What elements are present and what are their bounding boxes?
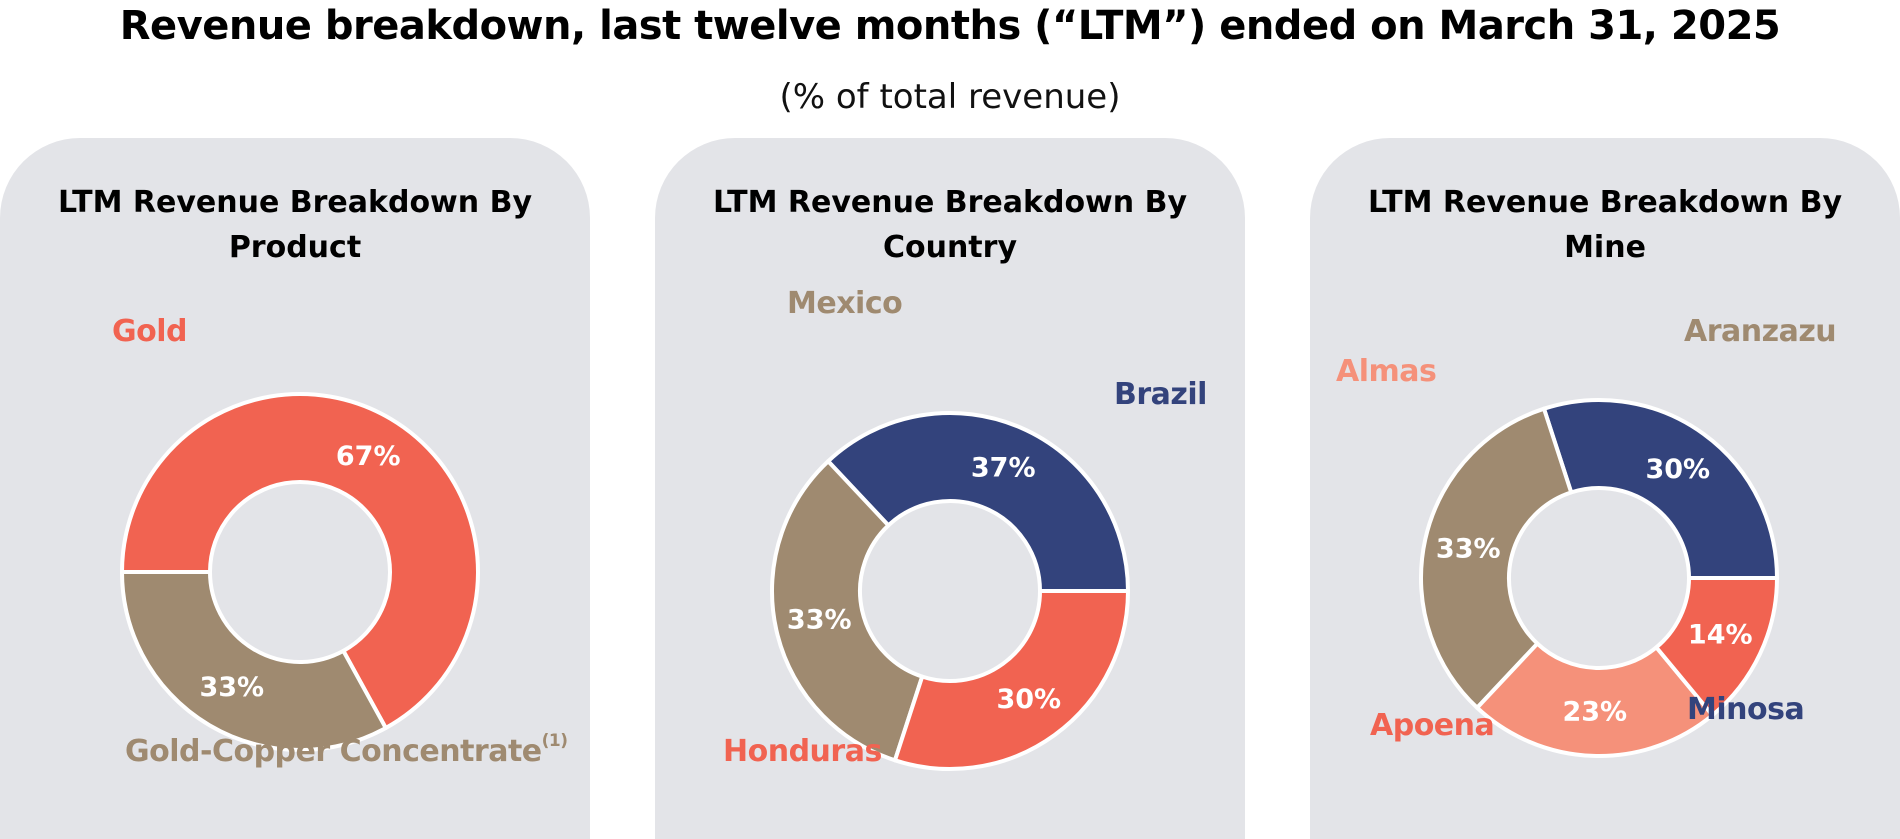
donut-slice-apoena	[1654, 576, 1779, 718]
legend-label-gold: Gold	[112, 314, 188, 349]
product-panel-title-line-2: Product	[228, 230, 362, 265]
donut-slice-gold	[120, 392, 480, 730]
page-subtitle: (% of total revenue)	[779, 77, 1121, 117]
mine-panel-title-line-2: Mine	[1564, 230, 1646, 265]
legend-label-aranzazu: Aranzazu	[1684, 314, 1837, 349]
mine-breakdown-panel: LTM Revenue Breakdown By Mine 30% 33% 23% 1…	[1310, 138, 1900, 839]
country-panel-title-line-1: LTM Revenue Breakdown By	[713, 185, 1187, 220]
legend-label-aranzazu-text: Aranzazu	[1684, 314, 1837, 349]
donut-slice-minosa	[1541, 398, 1779, 580]
data-label-aranzazu: 33%	[1436, 533, 1501, 564]
data-label-mexico: 33%	[787, 605, 852, 636]
footnote-marker: (1)	[541, 731, 568, 751]
mine-panel-title-line-1: LTM Revenue Breakdown By	[1368, 185, 1842, 220]
legend-label-brazil: Brazil	[1114, 377, 1207, 412]
country-donut-chart: 37% 33% 30%	[770, 411, 1130, 771]
legend-label-minosa-text: Minosa	[1687, 692, 1805, 727]
legend-label-almas: Almas	[1336, 354, 1437, 389]
legend-label-gold-copper-concentrate: Gold-Copper Concentrate(1)	[125, 731, 568, 769]
legend-label-minosa: Minosa	[1687, 692, 1805, 727]
product-panel-title: LTM Revenue Breakdown By Product	[0, 180, 590, 270]
data-label-brazil: 37%	[971, 453, 1036, 484]
data-label-honduras: 30%	[996, 684, 1061, 715]
donut-slice-mexico	[770, 459, 925, 763]
legend-label-honduras-text: Honduras	[723, 734, 882, 769]
donut-slice-gold-copper-concentrate	[120, 570, 388, 752]
mine-panel-title: LTM Revenue Breakdown By Mine	[1310, 180, 1900, 270]
legend-label-apoena: Apoena	[1370, 708, 1495, 743]
data-label-minosa: 30%	[1645, 454, 1710, 485]
country-panel-title-line-2: Country	[882, 230, 1018, 265]
legend-label-brazil-text: Brazil	[1114, 377, 1207, 412]
product-donut-chart: 67% 33%	[120, 392, 480, 752]
donut-slice-aranzazu	[1419, 406, 1574, 710]
product-panel-title-line-1: LTM Revenue Breakdown By	[58, 185, 532, 220]
legend-label-gold-text: Gold	[112, 314, 188, 349]
country-panel-title: LTM Revenue Breakdown By Country	[655, 180, 1245, 270]
legend-label-mexico-text: Mexico	[787, 286, 903, 321]
legend-label-honduras: Honduras	[723, 734, 882, 769]
legend-label-mexico: Mexico	[787, 286, 903, 321]
data-label-apoena: 14%	[1688, 620, 1753, 651]
mine-donut-chart: 30% 33% 23% 14%	[1419, 398, 1779, 758]
product-breakdown-panel: LTM Revenue Breakdown By Product 67% 33% …	[0, 138, 590, 839]
country-breakdown-panel: LTM Revenue Breakdown By Country 37% 33% 3…	[655, 138, 1245, 839]
donut-slice-brazil	[826, 411, 1130, 593]
data-label-gold: 67%	[336, 441, 401, 472]
donut-slice-almas	[1475, 641, 1715, 758]
legend-label-apoena-text: Apoena	[1370, 708, 1495, 743]
legend-label-almas-text: Almas	[1336, 354, 1437, 389]
donut-slice-honduras	[892, 589, 1130, 771]
data-label-almas: 23%	[1562, 696, 1627, 727]
data-label-gold-copper-concentrate: 33%	[199, 672, 264, 703]
page-title: Revenue breakdown, last twelve months (“…	[119, 3, 1781, 49]
legend-label-gold-copper-concentrate-text: Gold-Copper Concentrate	[125, 734, 542, 769]
